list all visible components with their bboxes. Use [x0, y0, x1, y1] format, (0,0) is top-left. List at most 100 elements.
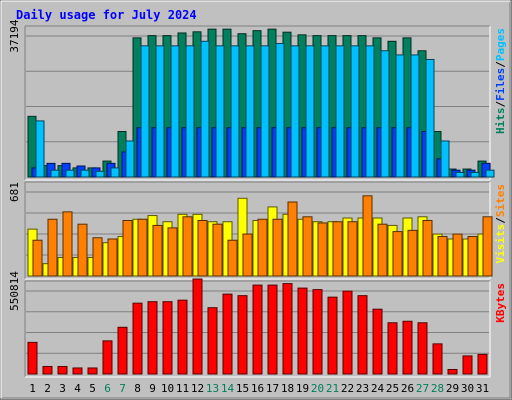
x-tick-label: 4 [74, 382, 81, 395]
bar-pages-21 [335, 45, 345, 178]
bar-kbytes-31 [477, 353, 488, 375]
bar-sites-10 [167, 227, 178, 277]
bar-pages-13 [215, 45, 225, 178]
x-tick-label: 6 [104, 382, 111, 395]
bar-sites-19 [302, 216, 313, 277]
x-tick-label: 19 [296, 382, 309, 395]
bar-pages-17 [275, 43, 285, 178]
x-tick-label: 31 [476, 382, 489, 395]
bar-kbytes-8 [132, 302, 143, 375]
bar-kbytes-21 [327, 296, 338, 375]
panel-bottom: 550814 KBytes [8, 271, 507, 378]
bar-pages-25 [395, 54, 405, 178]
legend-entry: Visits [494, 224, 507, 264]
bar-kbytes-26 [402, 320, 413, 375]
bar-kbytes-15 [237, 295, 248, 375]
bar-pages-12 [200, 40, 210, 178]
bar-pages-4 [80, 169, 90, 178]
bar-sites-30 [467, 236, 478, 277]
bar-sites-25 [392, 231, 403, 277]
bar-sites-1 [32, 239, 43, 277]
bar-kbytes-12 [192, 278, 203, 375]
legend-entry: Sites [494, 184, 507, 217]
x-tick-label: 15 [236, 382, 249, 395]
bar-kbytes-11 [177, 299, 188, 375]
bar-kbytes-5 [87, 367, 98, 375]
x-tick-label: 2 [44, 382, 51, 395]
bar-sites-5 [92, 237, 103, 277]
bar-kbytes-18 [282, 283, 293, 375]
bar-pages-10 [170, 45, 180, 178]
bar-sites-26 [407, 229, 418, 277]
bar-pages-5 [95, 170, 105, 178]
y-max-label: 37194 [8, 19, 21, 52]
bar-kbytes-30 [462, 355, 473, 375]
x-tick-label: 25 [386, 382, 399, 395]
bar-pages-1 [35, 120, 45, 178]
x-tick-label: 7 [119, 382, 126, 395]
bar-pages-7 [125, 140, 135, 178]
x-tick-label: 26 [401, 382, 414, 395]
bar-kbytes-2 [42, 365, 53, 375]
bar-sites-16 [257, 218, 268, 277]
x-tick-label: 14 [221, 382, 235, 395]
bar-kbytes-3 [57, 365, 68, 375]
legend-entry: KBytes [494, 283, 507, 323]
bar-kbytes-9 [147, 301, 158, 375]
x-tick-label: 22 [341, 382, 354, 395]
x-tick-label: 29 [446, 382, 459, 395]
bar-sites-14 [227, 239, 238, 277]
legend-entry: Hits [494, 108, 507, 135]
bar-kbytes-20 [312, 289, 323, 375]
bar-sites-31 [482, 216, 493, 277]
x-tick-label: 21 [326, 382, 339, 395]
x-tick-label: 30 [461, 382, 474, 395]
x-tick-label: 20 [311, 382, 324, 395]
bar-kbytes-4 [72, 367, 83, 375]
x-tick-label: 1 [29, 382, 36, 395]
bar-kbytes-19 [297, 287, 308, 375]
bar-pages-28 [440, 140, 450, 178]
bar-sites-3 [62, 211, 73, 277]
x-tick-label: 18 [281, 382, 294, 395]
bar-sites-4 [77, 223, 88, 277]
x-tick-label: 28 [431, 382, 444, 395]
panel-mid: 681 Visits/Sites [8, 181, 507, 280]
bar-sites-23 [362, 195, 373, 277]
bar-pages-31 [485, 169, 495, 178]
legend-entry: Pages [494, 28, 507, 61]
bar-kbytes-22 [342, 290, 353, 375]
bar-sites-12 [197, 219, 208, 277]
bar-sites-2 [47, 218, 58, 277]
bar-kbytes-7 [117, 326, 128, 375]
bar-kbytes-27 [417, 322, 428, 375]
chart-title: Daily usage for July 2024 [16, 8, 197, 22]
bar-sites-17 [272, 218, 283, 277]
bar-kbytes-16 [252, 284, 263, 375]
legend-entry: / [494, 217, 507, 224]
bar-sites-28 [437, 236, 448, 277]
bar-pages-3 [65, 169, 75, 178]
bar-pages-29 [455, 171, 465, 178]
bar-pages-30 [470, 171, 480, 178]
bar-sites-11 [182, 216, 193, 277]
bar-kbytes-17 [267, 284, 278, 375]
bar-pages-20 [320, 45, 330, 178]
bar-sites-24 [377, 223, 388, 277]
bar-sites-20 [317, 222, 328, 277]
bar-kbytes-29 [447, 368, 458, 375]
bar-sites-22 [347, 221, 358, 277]
bar-kbytes-14 [222, 293, 233, 375]
bar-pages-6 [110, 167, 120, 178]
legend-entry: Files [494, 68, 507, 101]
bar-pages-15 [245, 45, 255, 178]
x-tick-label: 24 [371, 382, 385, 395]
x-tick-label: 11 [176, 382, 189, 395]
x-tick-label: 8 [134, 382, 141, 395]
legend-bottom: KBytes [494, 283, 507, 323]
bar-kbytes-25 [387, 322, 398, 375]
x-tick-label: 5 [89, 382, 96, 395]
x-tick-label: 16 [251, 382, 264, 395]
bar-pages-9 [155, 45, 165, 178]
